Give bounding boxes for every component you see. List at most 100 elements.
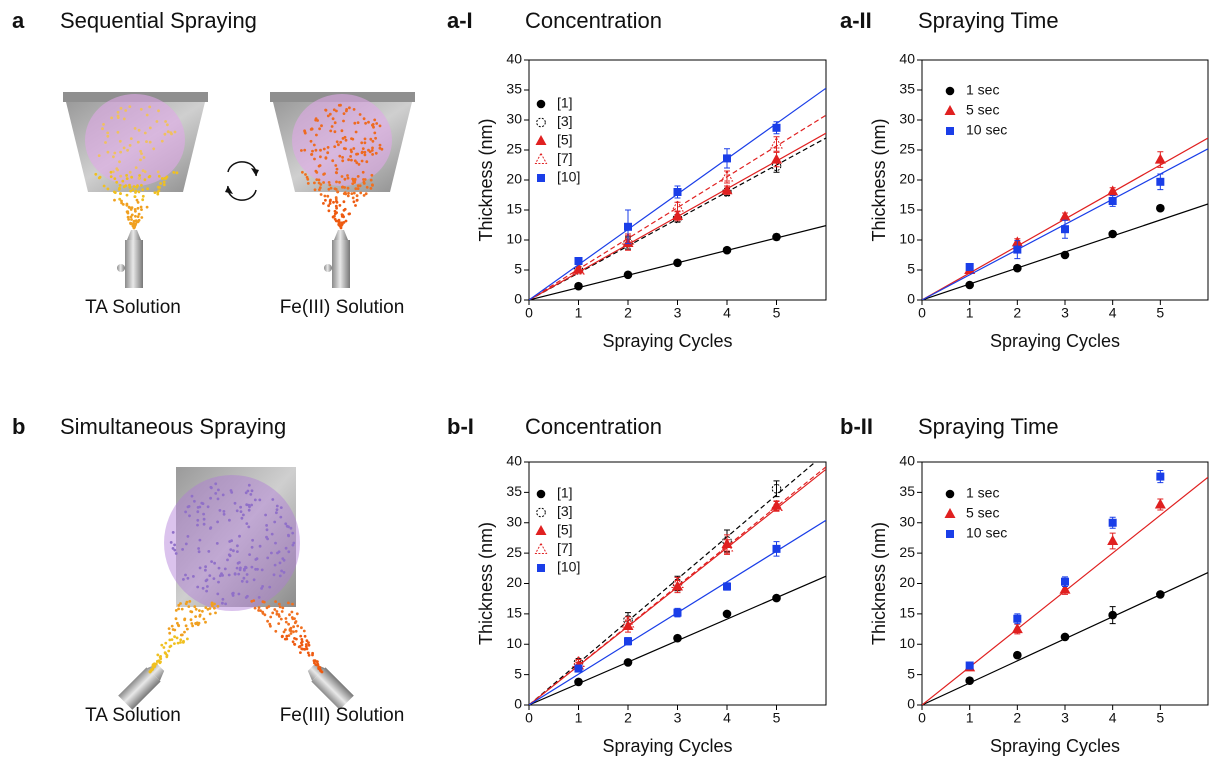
spray-dot [246,489,250,493]
data-point [771,483,782,494]
data-point [1108,197,1117,205]
data-point [1156,203,1165,213]
y-tick-label: 0 [514,696,522,712]
spray-dot [193,605,197,609]
spray-dot [162,183,166,187]
spray-dot [292,625,295,629]
spray-dot [250,565,254,569]
spray-dot [113,151,117,155]
data-point [572,262,585,275]
spray-dot [303,130,307,134]
spray-dot [333,214,336,218]
spray-dot [224,602,228,606]
spray-dot [204,565,208,569]
spray-dot [306,177,310,181]
y-tick-label: 5 [907,665,915,681]
spray-dot [300,643,304,647]
spray-dot [363,178,367,181]
spray-dot [346,194,350,198]
y-tick-label: 0 [907,291,915,307]
x-tick-label: 3 [674,305,682,321]
spray-dot [211,604,214,608]
spray-dot [184,542,188,546]
spray-dot [329,129,333,133]
y-tick-label: 40 [899,453,915,469]
spray-dot [160,139,164,143]
y-tick-label: 30 [899,111,915,127]
spray-dot [265,528,269,532]
y-tick-label: 30 [506,513,522,529]
data-point [1061,577,1069,586]
spray-dot [274,600,277,603]
spray-dot [355,152,358,156]
spray-dot [287,634,291,637]
y-tick-label: 5 [514,665,522,681]
spray-dot [127,218,130,221]
spray-dot [331,117,335,121]
spray-dot [277,602,281,606]
spray-dot [258,498,262,502]
spray-dot [119,150,122,154]
spray-dot [197,550,201,554]
spray-dot [350,150,353,154]
spray-dot [289,629,293,633]
spray-dot [282,630,286,634]
spray-dot [140,208,143,212]
spray-dot [200,501,204,505]
spray-dot [375,122,379,125]
spray-dot [304,645,308,648]
spray-dot [329,198,332,202]
spray-dot [237,572,241,576]
spray-dot [356,184,360,188]
spray-dot [167,627,171,630]
x-tick-label: 1 [575,710,583,726]
spray-dot [360,159,364,163]
y-tick-label: 25 [899,141,915,157]
data-point [1154,153,1166,164]
spray-dot [173,543,177,547]
spray-dot [136,140,140,144]
legend-marker [944,508,956,518]
spray-dot [137,212,141,216]
spray-dot [128,105,132,108]
spray-dot [187,605,191,608]
data-point [1156,590,1165,599]
spray-dot [319,183,323,186]
legend-label: [7] [557,540,573,556]
spray-dot [213,606,216,610]
spray-dot [133,126,137,130]
y-tick-label: 20 [506,171,522,187]
spray-dot [273,563,277,567]
spray-dot [209,526,213,529]
spray-dot [255,557,259,561]
spray-dot [275,610,279,613]
spray-dot [298,645,302,648]
legend-marker [945,489,955,499]
spray-dot [333,130,337,134]
spray-dot [235,566,239,570]
spray-dot [106,134,110,138]
spray-dot [197,547,201,550]
spray-dot [216,604,220,608]
spray-dot [316,119,319,122]
spray-dot [196,523,199,527]
spray-dot [164,120,168,123]
spray-dot [166,123,169,127]
y-axis-label: Thickness (nm) [869,118,889,241]
error-bar [724,539,730,555]
spray-dot [184,573,187,577]
spray-dot [356,121,360,124]
spray-dot [137,128,141,132]
spray-dot [128,183,131,187]
spray-dot [204,568,207,572]
spray-dot [196,518,200,522]
spray-dot [341,156,344,159]
spray-dot [119,192,122,195]
spray-dot [311,651,314,655]
spray-dot [326,151,330,155]
spray-dot [269,615,273,619]
data-point [771,153,782,164]
spray-dot [278,561,282,565]
spray-dot [279,515,283,519]
spray-dot [373,118,377,122]
